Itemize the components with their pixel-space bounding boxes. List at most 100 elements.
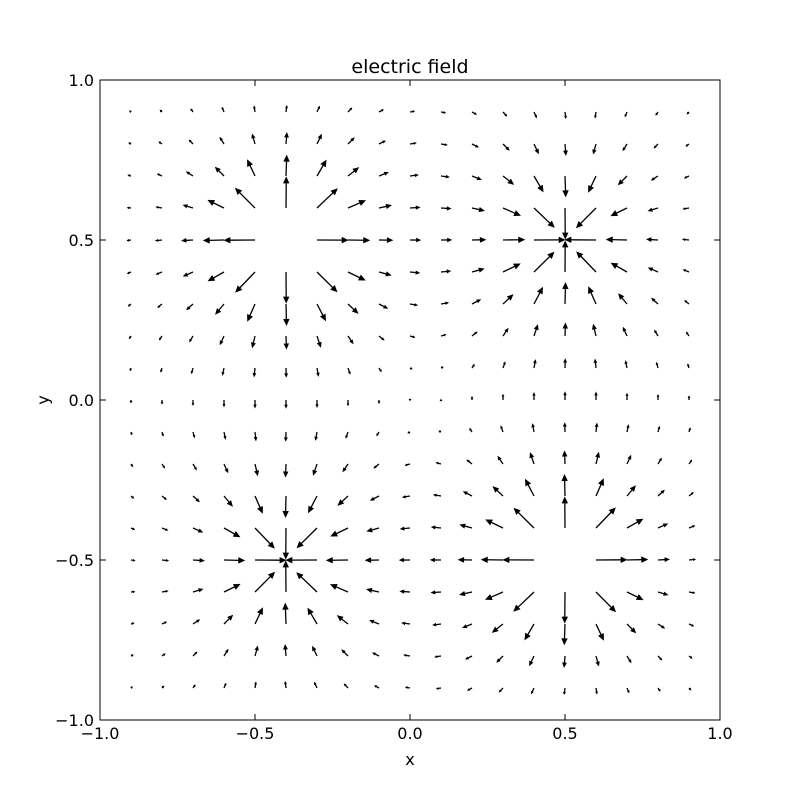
arrow-shaft xyxy=(435,623,442,626)
arrow-head xyxy=(562,322,568,329)
arrow-head xyxy=(383,171,389,176)
arrow-shaft xyxy=(248,303,256,317)
field-arrow xyxy=(686,363,690,369)
field-arrow xyxy=(190,108,194,113)
arrow-head xyxy=(127,174,131,177)
arrow-shaft xyxy=(440,111,445,114)
arrow-shaft xyxy=(656,363,659,369)
field-arrow xyxy=(471,175,482,181)
field-arrow xyxy=(282,602,289,625)
field-arrow xyxy=(157,303,163,308)
arrow-shaft xyxy=(440,302,447,305)
arrow-shaft xyxy=(625,362,628,369)
field-arrow xyxy=(688,687,692,691)
y-tick-label: −0.5 xyxy=(55,551,94,570)
field-arrow xyxy=(595,655,600,667)
arrow-head xyxy=(432,622,437,627)
field-arrow xyxy=(533,175,544,193)
field-arrow xyxy=(561,623,568,646)
arrow-head xyxy=(618,293,625,300)
field-arrow xyxy=(500,425,504,433)
field-arrow xyxy=(610,207,628,217)
arrow-head xyxy=(414,173,419,178)
arrow-head xyxy=(342,467,347,473)
field-arrow xyxy=(378,271,392,277)
field-arrow xyxy=(595,687,598,695)
arrow-head xyxy=(349,107,353,111)
field-arrow xyxy=(156,173,163,177)
field-arrow xyxy=(595,507,616,529)
field-arrow xyxy=(471,267,485,273)
arrow-shaft xyxy=(254,527,272,546)
arrow-shaft xyxy=(620,296,628,305)
arrow-shaft xyxy=(688,591,694,594)
arrow-shaft xyxy=(309,612,318,625)
arrow-head xyxy=(130,654,134,657)
arrow-head xyxy=(130,686,134,690)
arrow-shaft xyxy=(502,265,516,273)
arrow-head xyxy=(314,436,318,441)
arrow-head xyxy=(165,589,169,593)
field-arrow xyxy=(471,363,475,369)
arrow-shaft xyxy=(440,175,447,178)
field-arrow xyxy=(656,394,660,400)
field-arrow xyxy=(513,591,535,612)
field-arrow xyxy=(657,557,671,563)
field-arrow xyxy=(345,431,349,439)
field-arrow xyxy=(409,335,416,339)
arrow-shaft xyxy=(563,623,566,640)
arrow-shaft xyxy=(489,591,504,599)
arrow-shaft xyxy=(502,363,506,369)
field-arrow xyxy=(432,493,442,497)
arrow-shaft xyxy=(436,655,442,658)
field-arrow xyxy=(529,655,535,667)
arrow-head xyxy=(462,491,468,496)
arrow-head xyxy=(506,294,514,301)
arrow-head xyxy=(196,619,201,623)
arrow-shaft xyxy=(316,271,334,289)
field-arrow xyxy=(283,643,288,657)
field-arrow xyxy=(253,105,256,113)
arrow-head xyxy=(529,452,535,459)
arrow-shaft xyxy=(623,329,628,337)
arrow-head xyxy=(626,690,630,694)
field-arrow xyxy=(285,556,318,564)
arrow-head xyxy=(655,361,659,365)
arrow-shaft xyxy=(217,303,225,312)
field-arrow xyxy=(562,422,567,433)
arrow-head xyxy=(330,285,338,293)
arrow-head xyxy=(164,621,168,624)
arrow-head xyxy=(408,398,412,402)
arrow-head xyxy=(366,587,373,594)
arrow-head xyxy=(502,361,506,365)
arrow-head xyxy=(610,210,619,217)
arrow-head xyxy=(285,556,293,564)
field-arrow xyxy=(378,335,385,341)
arrow-head xyxy=(432,493,437,497)
arrow-head xyxy=(462,624,468,629)
arrow-head xyxy=(386,237,394,244)
field-arrow xyxy=(502,207,522,216)
arrow-head xyxy=(155,272,160,275)
arrow-head xyxy=(608,604,617,613)
arrow-shaft xyxy=(378,141,384,145)
arrow-shaft xyxy=(254,575,272,593)
arrow-shaft xyxy=(252,335,256,344)
field-arrow xyxy=(404,463,411,467)
arrow-head xyxy=(312,645,317,652)
field-arrows xyxy=(126,104,697,696)
arrow-shaft xyxy=(222,367,225,374)
arrow-head xyxy=(683,176,687,179)
arrow-head xyxy=(341,649,346,654)
field-arrow xyxy=(657,687,661,692)
arrow-head xyxy=(163,497,167,500)
arrow-shaft xyxy=(502,297,511,305)
arrow-head xyxy=(162,653,166,656)
field-arrow xyxy=(562,322,568,337)
field-arrow xyxy=(283,463,289,478)
field-arrow xyxy=(316,133,322,145)
arrow-head xyxy=(207,275,216,282)
arrow-shaft xyxy=(189,335,194,341)
arrow-shaft xyxy=(463,525,473,529)
field-arrow xyxy=(223,583,241,593)
